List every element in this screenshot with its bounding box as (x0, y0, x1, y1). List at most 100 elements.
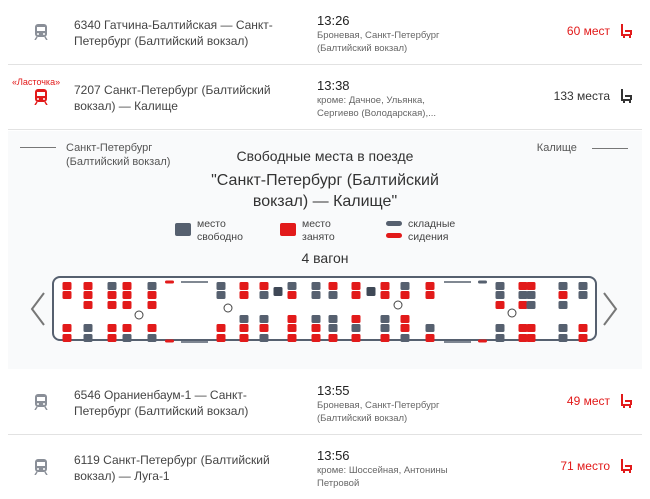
seat-free[interactable] (216, 291, 226, 299)
seat-occupied (239, 334, 249, 342)
train-row[interactable]: «Ласточка» 7207 Санкт-Петербург (Балтийс… (8, 65, 642, 130)
seat-free[interactable] (311, 291, 321, 299)
train-icon (34, 459, 48, 475)
socket-icon (223, 303, 233, 313)
seat-occupied (380, 291, 390, 299)
seat-free[interactable] (83, 324, 93, 332)
seat-free[interactable] (328, 291, 338, 299)
seat-free[interactable] (558, 301, 568, 309)
seat-occupied (62, 291, 72, 299)
seat-free[interactable] (578, 282, 588, 290)
train-row[interactable]: 6546 Ораниенбаум-1 — Санкт-Петербург (Ба… (8, 370, 642, 435)
seat-occupied (62, 282, 72, 290)
seat-free[interactable] (495, 282, 505, 290)
luggage-icon (366, 287, 376, 296)
seat-free[interactable] (351, 324, 361, 332)
seat-free[interactable] (239, 315, 249, 323)
train-list: 6340 Гатчина-Балтийская — Санкт-Петербур… (4, 0, 646, 498)
train-name[interactable]: 7207 Санкт-Петербург (Балтийский вокзал)… (74, 83, 271, 113)
departure-time: 13:55 (317, 383, 350, 398)
from-label: Санкт-Петербург (Балтийский вокзал) (66, 142, 171, 168)
seat-free[interactable] (259, 291, 269, 299)
arrow-left-icon (20, 147, 56, 148)
seat-occupied (526, 334, 536, 342)
seat-free[interactable] (526, 301, 536, 309)
stops: Броневая, Санкт-Петербург (Балтийский во… (317, 30, 440, 54)
seat-free[interactable] (400, 282, 410, 290)
seats-count[interactable]: 60 мест (566, 24, 610, 38)
seat-free[interactable] (578, 291, 588, 299)
seat-free[interactable] (380, 315, 390, 323)
seat-free[interactable] (400, 334, 410, 342)
seats-count[interactable]: 71 место (560, 459, 610, 473)
seat-free[interactable] (495, 324, 505, 332)
seat-free[interactable] (311, 282, 321, 290)
seats-count[interactable]: 133 места (553, 89, 610, 103)
prev-car-button[interactable] (28, 291, 48, 327)
seat-free[interactable] (122, 334, 132, 342)
seat-free[interactable] (83, 334, 93, 342)
seat-occupied (259, 282, 269, 290)
seat-occupied (328, 282, 338, 290)
seat-free[interactable] (147, 282, 157, 290)
seat-free[interactable] (107, 282, 117, 290)
seat-free[interactable] (526, 291, 536, 299)
car-number: 4 вагон (301, 250, 349, 266)
train-name[interactable]: 6340 Гатчина-Балтийская — Санкт-Петербур… (74, 18, 273, 48)
seat-occupied (239, 291, 249, 299)
seat-free[interactable] (328, 315, 338, 323)
seat-free[interactable] (495, 291, 505, 299)
seat-occupied (122, 301, 132, 309)
seat-occupied (351, 291, 361, 299)
car-outline (52, 276, 597, 341)
train-row[interactable]: 6119 Санкт-Петербург (Балтийский вокзал)… (8, 435, 642, 499)
seat-free[interactable] (558, 324, 568, 332)
seat-occupied (526, 282, 536, 290)
legend-occupied: место занято (280, 218, 352, 244)
socket-icon (507, 308, 517, 318)
seat-free[interactable] (380, 324, 390, 332)
seat-free[interactable] (518, 291, 528, 299)
seat-free[interactable] (147, 334, 157, 342)
seat-occupied (380, 334, 390, 342)
seat-free[interactable] (311, 315, 321, 323)
seat-occupied (495, 301, 505, 309)
seat-icon (621, 89, 632, 103)
occupied-swatch (280, 223, 296, 236)
seat-occupied (107, 334, 117, 342)
folding-occupied-swatch (386, 233, 402, 238)
socket-icon (134, 310, 144, 320)
folding-seat (165, 280, 174, 284)
seat-free[interactable] (259, 334, 269, 342)
train-icon (34, 24, 48, 40)
train-icon (34, 89, 48, 105)
seat-free[interactable] (558, 334, 568, 342)
seat-free[interactable] (259, 315, 269, 323)
seats-count[interactable]: 49 мест (566, 394, 610, 408)
seat-occupied (287, 315, 297, 323)
folding-seat (478, 280, 487, 284)
seat-free[interactable] (328, 324, 338, 332)
seat-occupied (147, 291, 157, 299)
train-name[interactable]: 6546 Ораниенбаум-1 — Санкт-Петербург (Ба… (74, 388, 249, 418)
seat-free[interactable] (558, 282, 568, 290)
seat-occupied (351, 282, 361, 290)
seat-free[interactable] (216, 282, 226, 290)
seat-free[interactable] (425, 324, 435, 332)
next-car-button[interactable] (600, 291, 620, 327)
seat-occupied (287, 291, 297, 299)
departure-time: 13:26 (317, 13, 350, 28)
seat-free[interactable] (495, 334, 505, 342)
train-row[interactable]: 6340 Гатчина-Балтийская — Санкт-Петербур… (8, 0, 642, 65)
arrow-right-icon (592, 147, 628, 149)
seat-occupied (578, 324, 588, 332)
seat-free[interactable] (287, 282, 297, 290)
seat-occupied (328, 334, 338, 342)
departure-time: 13:56 (317, 448, 350, 463)
folding-free-swatch (386, 221, 402, 226)
folding-seat (478, 339, 487, 343)
legend-folding-label: складные сидения (408, 218, 456, 243)
seat-occupied (147, 301, 157, 309)
train-name[interactable]: 6119 Санкт-Петербург (Балтийский вокзал)… (74, 453, 270, 483)
